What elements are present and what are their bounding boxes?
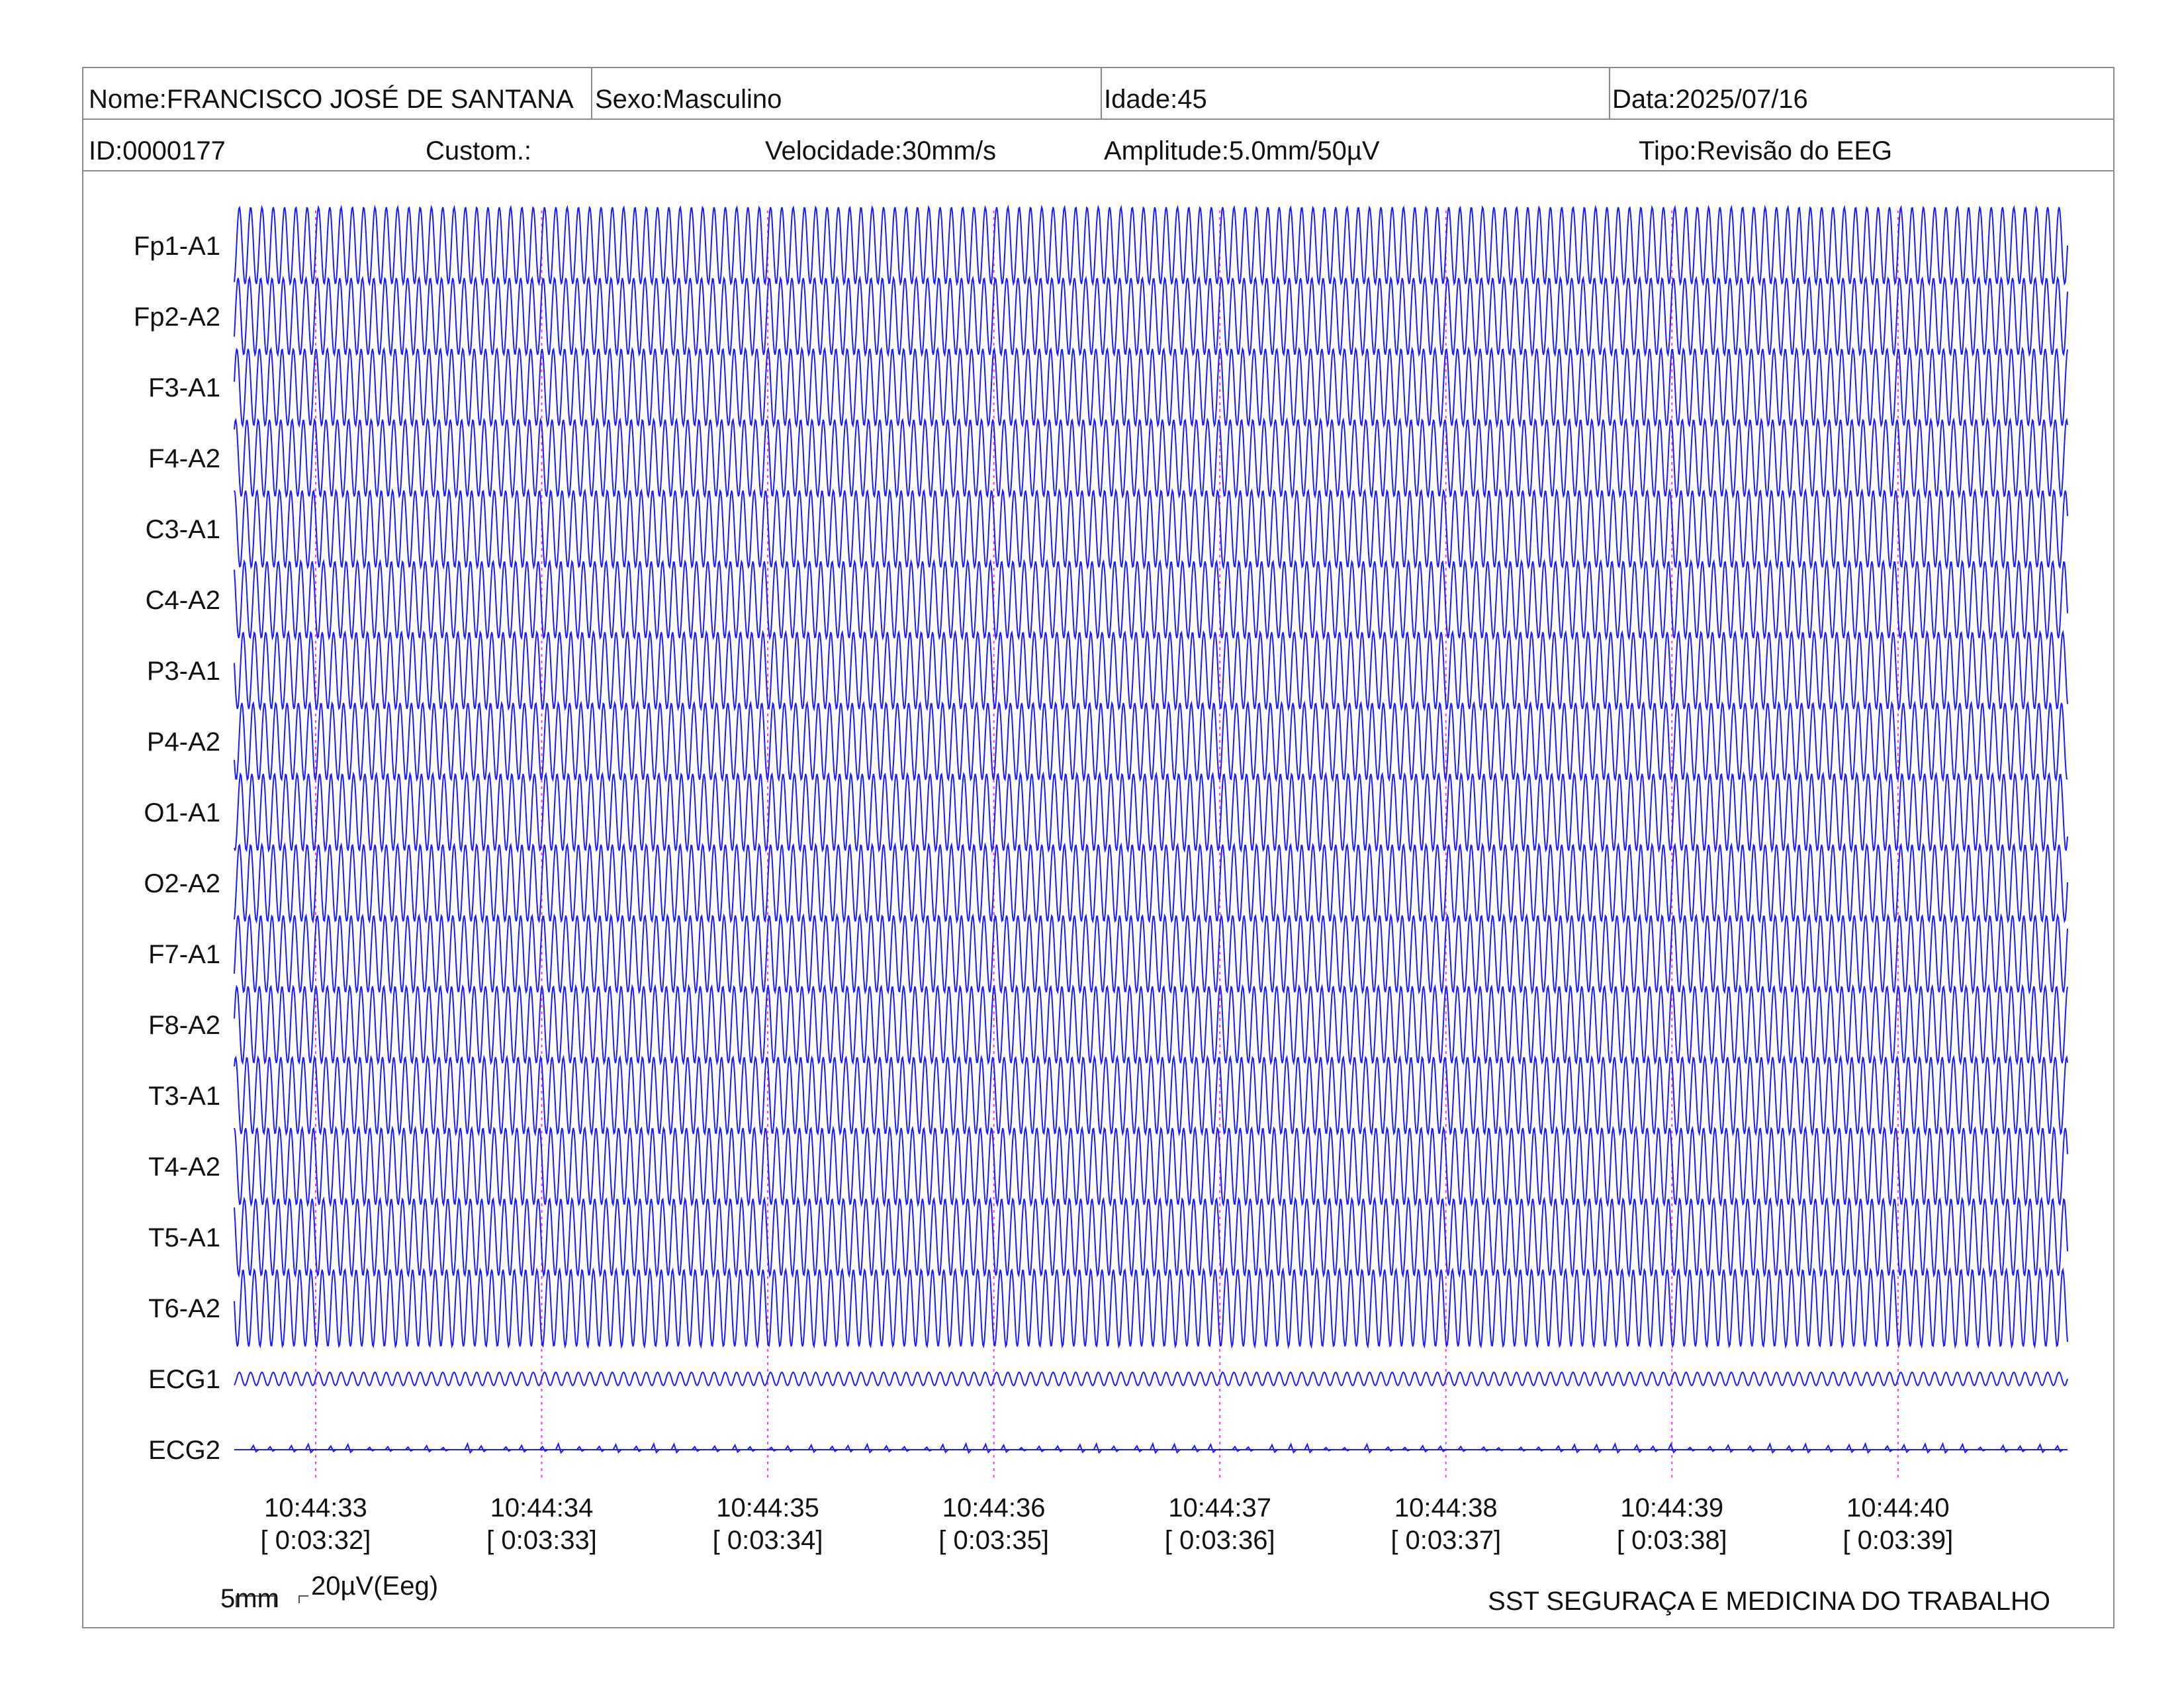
custom-field: Custom.: (426, 136, 532, 165)
channel-label-ecg2: ECG2 (148, 1436, 220, 1465)
eeg-traces (234, 205, 2068, 1454)
patient-id: ID:0000177 (89, 136, 226, 165)
header-row-2: ID:0000177 Custom.: Velocidade:30mm/s Am… (83, 120, 2113, 171)
trace-fp1-a1 (234, 205, 2068, 287)
tick-elapsed-7: [ 0:03:39] (1843, 1526, 1953, 1555)
patient-sex: Sexo:Masculino (595, 85, 782, 114)
amplitude-setting: Amplitude:5.0mm/50µV (1104, 136, 1380, 165)
trace-o1-a1 (234, 771, 2068, 853)
paper-speed: Velocidade:30mm/s (765, 136, 997, 165)
trace-t3-a1 (234, 1055, 2068, 1137)
second-markers (314, 211, 1899, 1481)
trace-f4-a2 (234, 417, 2068, 499)
tick-elapsed-0: [ 0:03:32] (261, 1526, 371, 1555)
trace-t5-a1 (234, 1196, 2068, 1278)
tick-elapsed-4: [ 0:03:36] (1165, 1526, 1275, 1555)
time-scale-label: 5mm (220, 1584, 279, 1613)
header-divider (591, 68, 592, 120)
trace-p3-a1 (234, 630, 2068, 712)
tick-clock-5: 10:44:38 (1394, 1493, 1498, 1523)
trace-fp2-a2 (234, 275, 2068, 357)
time-axis: 10:44:33 [ 0:03:32] 10:44:34 [ 0:03:33] 10:4… (261, 1493, 1954, 1555)
channel-label-o2-a2: O2-A2 (144, 869, 220, 898)
trace-c3-a1 (234, 488, 2068, 570)
amplitude-scale-icon (298, 1595, 308, 1603)
channel-label-o1-a1: O1-A1 (144, 798, 220, 827)
scale-bar: 5mm 20µV(Eeg) (220, 1571, 438, 1613)
trace-o2-a2 (234, 842, 2068, 924)
tick-clock-3: 10:44:36 (942, 1493, 1046, 1523)
tick-clock-0: 10:44:33 (264, 1493, 367, 1523)
tick-elapsed-2: [ 0:03:34] (713, 1526, 823, 1555)
channel-label-f8-a2: F8-A2 (148, 1011, 220, 1040)
trace-f8-a2 (234, 984, 2068, 1066)
channel-label-fp2-a2: Fp2-A2 (134, 303, 220, 332)
trace-ecg1 (234, 1371, 2068, 1387)
report-frame: Nome:FRANCISCO JOSÉ DE SANTANA Sexo:Masc… (82, 67, 2115, 1628)
tick-clock-7: 10:44:40 (1846, 1493, 1950, 1523)
trace-f3-a1 (234, 346, 2068, 428)
channel-label-p4-a2: P4-A2 (147, 727, 220, 757)
header-divider (1101, 68, 1102, 120)
organization-name: SST SEGURAÇA E MEDICINA DO TRABALHO (1488, 1587, 2050, 1616)
review-type: Tipo:Revisão do EEG (1639, 136, 1893, 165)
tick-clock-4: 10:44:37 (1168, 1493, 1271, 1523)
time-scale-icon (236, 1595, 275, 1607)
patient-age: Idade:45 (1104, 85, 1207, 114)
channel-label-f4-a2: F4-A2 (148, 444, 220, 473)
channel-labels: Fp1-A1 Fp2-A2 F3-A1 F4-A2 C3-A1 C4-A2 P3-A1 P4-… (134, 232, 220, 1465)
tick-clock-2: 10:44:35 (716, 1493, 819, 1523)
trace-t6-a2 (234, 1267, 2068, 1349)
trace-c4-a2 (234, 559, 2068, 641)
channel-label-fp1-a1: Fp1-A1 (134, 232, 220, 261)
trace-ecg2-spikes (250, 1442, 2064, 1454)
channel-label-t4-a2: T4-A2 (148, 1152, 220, 1182)
header-divider (1609, 68, 1610, 120)
amplitude-scale-label: 20µV(Eeg) (311, 1571, 438, 1601)
tick-clock-6: 10:44:39 (1620, 1493, 1723, 1523)
tick-clock-1: 10:44:34 (490, 1493, 594, 1523)
channel-label-ecg1: ECG1 (148, 1365, 220, 1394)
record-date: Data:2025/07/16 (1612, 85, 1808, 114)
tick-elapsed-5: [ 0:03:37] (1390, 1526, 1501, 1555)
trace-t4-a2 (234, 1125, 2068, 1207)
channel-label-f7-a1: F7-A1 (148, 940, 220, 969)
channel-label-t6-a2: T6-A2 (148, 1294, 220, 1323)
header-row-1: Nome:FRANCISCO JOSÉ DE SANTANA Sexo:Masc… (83, 68, 2113, 120)
tick-elapsed-1: [ 0:03:33] (486, 1526, 597, 1555)
channel-label-c3-a1: C3-A1 (146, 515, 220, 544)
trace-f7-a1 (234, 913, 2068, 995)
channel-label-c4-a2: C4-A2 (146, 586, 220, 615)
tick-elapsed-3: [ 0:03:35] (938, 1526, 1049, 1555)
channel-label-f3-a1: F3-A1 (148, 373, 220, 402)
channel-label-t5-a1: T5-A1 (148, 1223, 220, 1252)
patient-name: Nome:FRANCISCO JOSÉ DE SANTANA (89, 85, 574, 114)
trace-p4-a2 (234, 700, 2068, 782)
channel-label-t3-a1: T3-A1 (148, 1082, 220, 1111)
channel-label-p3-a1: P3-A1 (147, 657, 220, 686)
tick-elapsed-6: [ 0:03:38] (1617, 1526, 1727, 1555)
